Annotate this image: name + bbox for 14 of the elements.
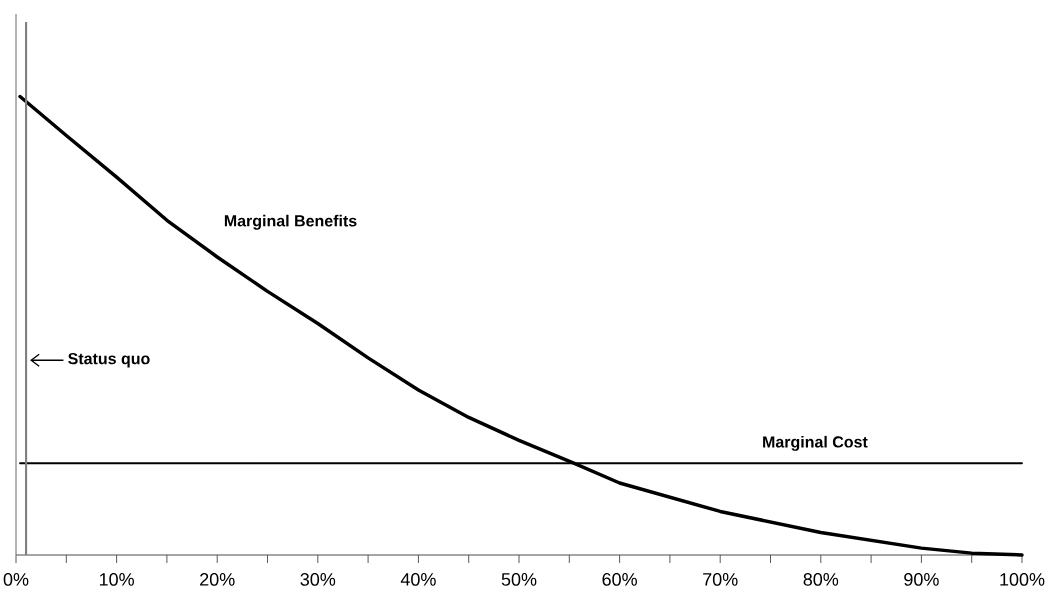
x-tick-label: 30%: [300, 573, 336, 586]
x-tick-label: 10%: [99, 573, 134, 586]
x-tick-label: 50%: [501, 573, 537, 586]
x-tick-label: 0%: [3, 573, 29, 586]
ref-line-label: Status quo: [68, 352, 150, 368]
x-tick-label: 40%: [400, 573, 436, 586]
x-tick-label: 100%: [1000, 573, 1045, 586]
x-tick-label: 20%: [200, 573, 235, 586]
x-tick-label: 90%: [904, 573, 939, 586]
x-tick-label: 60%: [602, 573, 637, 586]
x-tick-label: 80%: [803, 573, 839, 586]
series-label: Marginal Cost: [763, 435, 868, 451]
x-tick-label: 70%: [703, 573, 738, 586]
series-label: Marginal Benefits: [224, 214, 357, 230]
